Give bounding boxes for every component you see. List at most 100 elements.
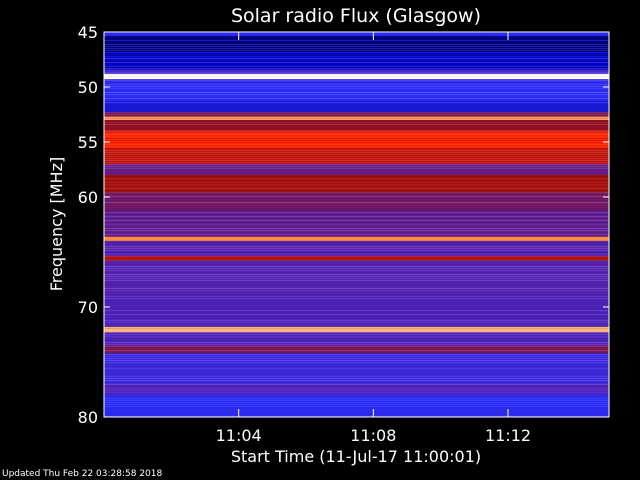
frequency-band-24 [104, 345, 609, 354]
texture-line [104, 182, 609, 183]
texture-line [104, 266, 609, 267]
frequency-band-19 [104, 256, 609, 261]
texture-line [104, 42, 609, 43]
texture-line [104, 66, 609, 67]
frequency-band-7 [104, 100, 609, 113]
texture-line [104, 94, 609, 95]
texture-line [104, 206, 609, 207]
texture-line [104, 202, 609, 203]
texture-line [104, 166, 609, 167]
texture-line [104, 52, 609, 53]
texture-line [104, 260, 609, 261]
texture-line [104, 370, 609, 371]
texture-line [104, 346, 609, 347]
texture-line [104, 214, 609, 215]
texture-line [104, 222, 609, 223]
texture-line [104, 230, 609, 231]
texture-line [104, 390, 609, 391]
texture-line [104, 130, 609, 131]
texture-line [104, 114, 609, 115]
x-tick-label: 11:12 [485, 426, 531, 445]
texture-line [104, 354, 609, 355]
x-tick-label: 11:08 [350, 426, 396, 445]
texture-line [104, 320, 609, 321]
texture-line [104, 376, 609, 377]
texture-line [104, 158, 609, 159]
texture-line [104, 342, 609, 343]
frequency-band-3 [104, 69, 609, 74]
texture-line [104, 104, 609, 105]
texture-line [104, 314, 609, 315]
texture-line [104, 244, 609, 245]
texture-line [104, 128, 609, 129]
texture-line [104, 216, 609, 217]
frequency-band-21 [104, 296, 609, 327]
y-tick-label: 55 [78, 133, 98, 152]
texture-line [104, 276, 609, 277]
texture-line [104, 140, 609, 141]
y-tick-label: 80 [78, 408, 98, 427]
updated-timestamp: Updated Thu Feb 22 03:28:58 2018 [2, 469, 163, 479]
texture-line [104, 284, 609, 285]
spectrogram-heatmap [104, 32, 609, 417]
texture-line [104, 328, 609, 329]
texture-line [104, 118, 609, 119]
frequency-band-20 [104, 260, 609, 296]
texture-line [104, 176, 609, 177]
texture-line [104, 254, 609, 255]
y-axis: 45 50 55 60 70 80 [78, 23, 609, 427]
texture-line [104, 300, 609, 301]
texture-line [104, 280, 609, 281]
frequency-band-14 [104, 175, 609, 193]
frequency-band-2 [104, 51, 609, 70]
texture-line [104, 74, 609, 75]
frequency-band-17 [104, 236, 609, 241]
texture-line [104, 330, 609, 331]
texture-line [104, 408, 609, 409]
texture-line [104, 108, 609, 109]
texture-line [104, 246, 609, 247]
frequency-band-6 [104, 87, 609, 101]
texture-line [104, 398, 609, 399]
texture-line [104, 252, 609, 253]
frequency-band-9 [104, 116, 609, 120]
texture-line [104, 364, 609, 365]
texture-line [104, 150, 609, 151]
texture-line [104, 412, 609, 413]
texture-line [104, 386, 609, 387]
texture-line [104, 406, 609, 407]
texture-line [104, 392, 609, 393]
texture-line [104, 352, 609, 353]
texture-line [104, 138, 609, 139]
frequency-band-15 [104, 192, 609, 211]
texture-line [104, 272, 609, 273]
texture-line [104, 154, 609, 155]
texture-line [104, 170, 609, 171]
frequency-band-27 [104, 395, 609, 417]
texture-line [104, 268, 609, 269]
texture-line [104, 296, 609, 297]
texture-line [104, 116, 609, 117]
texture-line [104, 274, 609, 275]
texture-line [104, 198, 609, 199]
x-axis-label: Start Time (11-Jul-17 11:00:01) [231, 447, 481, 466]
frequency-band-1 [104, 36, 609, 52]
y-tick-label: 60 [78, 188, 98, 207]
frequency-band-23 [104, 332, 609, 346]
frequency-band-22 [104, 326, 609, 333]
frequency-band-8 [104, 112, 609, 117]
texture-line [104, 302, 609, 303]
texture-line [104, 134, 609, 135]
texture-line [104, 256, 609, 257]
texture-line [104, 168, 609, 169]
texture-line [104, 286, 609, 287]
texture-line [104, 258, 609, 259]
texture-line [104, 98, 609, 99]
texture-line [104, 50, 609, 51]
texture-line [104, 106, 609, 107]
texture-line [104, 396, 609, 397]
texture-line [104, 226, 609, 227]
texture-line [104, 292, 609, 293]
texture-line [104, 368, 609, 369]
texture-line [104, 232, 609, 233]
